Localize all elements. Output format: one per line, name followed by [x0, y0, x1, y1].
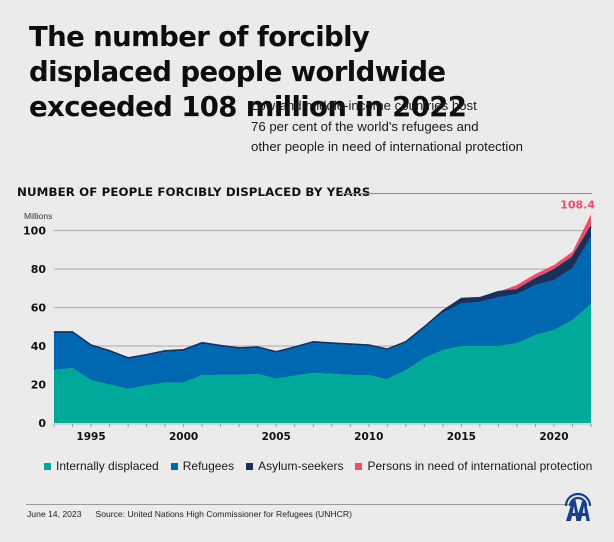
legend-item-persons-in-need: Persons in need of international protect… [355, 459, 592, 473]
legend-swatch [246, 462, 254, 470]
stacked-area-chart: Millions 0 20 40 60 80 100 1995 2000 2005 2010 201… [23, 200, 595, 443]
legend-item-internally-displaced: Internally displaced [44, 459, 159, 473]
legend-label: Refugees [182, 459, 235, 473]
subtitle: Low-and middle-income countries host 76 … [251, 96, 591, 158]
legend-label: Persons in need of international protect… [367, 459, 593, 473]
subtitle-line: other people in need of international pr… [251, 139, 524, 154]
asylum-seekers-edge [54, 226, 592, 359]
page-title: The number of forcibly displaced people … [29, 21, 467, 123]
footer: June 14, 2023 Source: United Nations Hig… [27, 509, 352, 519]
y-tick-label: 100 [23, 225, 46, 238]
legend-swatch [44, 462, 51, 470]
heading-divider [342, 193, 592, 194]
footer-divider [26, 504, 570, 505]
subtitle-line: 76 per cent of the world's refugees and [251, 118, 479, 134]
legend-swatch [355, 462, 363, 470]
legend-label: Internally displaced [56, 459, 159, 473]
x-tick-label: 2000 [169, 431, 198, 443]
aa-logo-icon [564, 492, 592, 521]
total-annotation-label: 108.4 [560, 200, 595, 211]
x-tick-label: 2010 [354, 431, 383, 443]
subtitle-line: Low-and middle-income countries host [251, 98, 477, 113]
y-tick-label: 80 [31, 263, 47, 276]
chart-heading: NUMBER OF PEOPLE FORCIBLY DISPLACED BY Y… [17, 185, 371, 199]
x-axis: 1995 2000 2005 2010 2015 2020 [53, 423, 592, 443]
y-tick-label: 40 [31, 340, 47, 353]
legend-swatch [170, 462, 178, 470]
x-tick-label: 2020 [539, 431, 568, 443]
area-refugees [54, 236, 591, 389]
area-internally-displaced [54, 304, 591, 423]
legend-item-asylum-seekers: Asylum-seekers [246, 459, 343, 473]
legend-item-refugees: Refugees [170, 459, 235, 473]
legend-label: Asylum-seekers [258, 459, 344, 473]
x-tick-label: 2015 [447, 431, 476, 443]
annotations: 108.4 [560, 200, 595, 211]
publish-date: June 14, 2023 [27, 509, 82, 519]
y-axis: Millions 0 20 40 60 80 100 [23, 211, 52, 430]
y-axis-unit-label: Millions [24, 211, 52, 221]
x-tick-label: 1995 [76, 431, 105, 443]
source-text: Source: United Nations High Commissioner… [95, 509, 352, 519]
x-tick-label: 2005 [262, 431, 291, 443]
y-tick-label: 60 [31, 302, 47, 315]
legend: Internally displaced Refugees Asylum-see… [44, 459, 592, 473]
y-tick-label: 20 [31, 379, 47, 392]
area-series [54, 214, 592, 423]
y-tick-label: 0 [38, 417, 46, 430]
